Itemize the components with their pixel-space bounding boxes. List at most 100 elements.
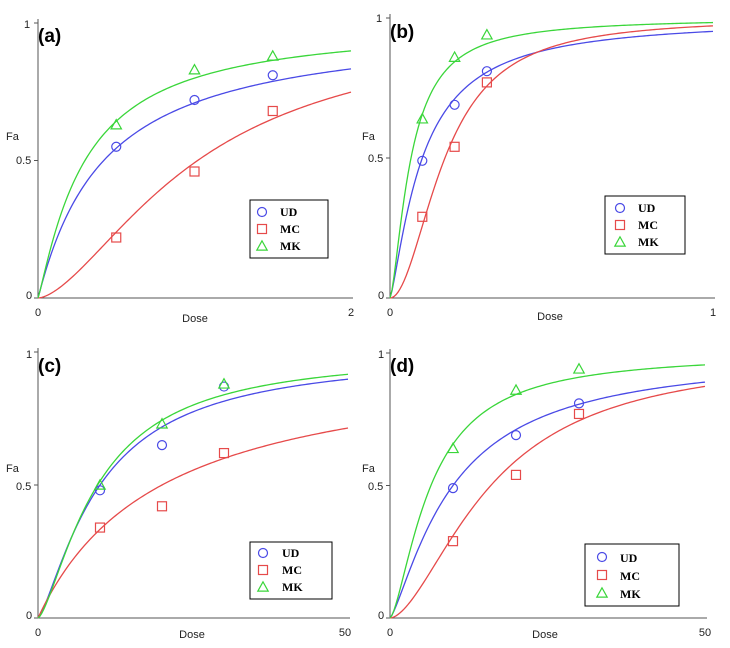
point-c-mk-3: [217, 377, 231, 389]
curve-d-mc: [389, 385, 706, 619]
y-axis-label-c: Fa: [6, 463, 20, 475]
legend-label-b-mc: MC: [638, 218, 658, 232]
legend-box-a: [249, 199, 329, 259]
x-tick-label-c-0: 0: [35, 627, 41, 639]
x-tick-label-c-max: 50: [339, 627, 351, 639]
x-axis-label-a: Dose: [182, 313, 208, 325]
plot-area-c: [34, 348, 350, 619]
legend-marker-b-ud: [614, 202, 626, 214]
point-a-mk-2: [188, 63, 201, 75]
point-c-ud-2: [156, 440, 168, 451]
legend-label-a-mc: MC: [280, 222, 300, 236]
point-d-ud-2: [510, 430, 522, 441]
y-axis-label-a: Fa: [6, 131, 20, 143]
legend-marker-c-mk: [256, 580, 270, 592]
legend-label-b-ud: UD: [638, 201, 656, 215]
curve-c-ud: [37, 378, 349, 619]
plot-area-b: [386, 14, 715, 299]
point-d-mc-2: [510, 469, 522, 480]
point-b-mk-2: [448, 50, 461, 62]
y-tick-label-b-1: 1: [376, 13, 382, 25]
plot-area-d: [386, 349, 707, 619]
y-tick-label-b-05: 0.5: [368, 153, 383, 165]
y-tick-label-c-1: 1: [26, 349, 32, 361]
legend-label-d-mc: MC: [620, 569, 640, 583]
panel-label-d: (d): [390, 356, 414, 377]
legend-label-c-mk: MK: [282, 580, 303, 594]
legend-label-d-mk: MK: [620, 587, 641, 601]
point-b-ud-1: [417, 155, 428, 166]
curve-b-ud: [389, 30, 714, 299]
curve-c-mk: [37, 373, 349, 619]
point-d-mc-3: [573, 408, 585, 420]
point-b-mk-1: [416, 112, 429, 124]
y-tick-label-d-05: 0.5: [368, 481, 383, 493]
legend-marker-b-mk: [613, 235, 627, 247]
point-a-mk-1: [110, 118, 123, 130]
point-d-mk-2: [509, 383, 523, 395]
legend-a: UD MC MK: [249, 199, 329, 259]
legend-marker-d-mc: [596, 569, 608, 581]
point-d-ud-3: [573, 398, 585, 409]
legend-b: UD MC MK: [604, 195, 686, 255]
legend-label-b-mk: MK: [638, 235, 659, 249]
legend-label-c-ud: UD: [282, 546, 300, 560]
point-b-ud-2: [449, 99, 460, 110]
point-d-ud-1: [447, 483, 459, 494]
y-tick-label-a-05: 0.5: [16, 155, 31, 167]
x-axis-label-d: Dose: [532, 629, 558, 641]
curve-a-ud: [37, 68, 352, 299]
x-tick-label-b-max: 1: [710, 307, 716, 319]
x-axis-label-c: Dose: [179, 629, 205, 641]
curve-d-ud: [389, 381, 706, 619]
point-a-ud-2: [189, 94, 200, 106]
point-c-mk-1: [93, 478, 107, 490]
legend-box-d: [584, 543, 680, 607]
x-tick-label-d-0: 0: [387, 627, 393, 639]
panel-label-b: (b): [390, 22, 414, 43]
y-tick-label-a-0: 0: [26, 290, 32, 302]
plot-area-a: [34, 19, 353, 299]
point-c-mc-3: [218, 447, 230, 459]
point-c-mc-1: [94, 522, 106, 533]
legend-c: UD MC MK: [249, 541, 333, 600]
y-tick-label-d-0: 0: [378, 610, 384, 622]
y-tick-label-b-0: 0: [378, 290, 384, 302]
legend-marker-a-mk: [255, 239, 269, 251]
legend-box-c: [249, 541, 333, 600]
point-a-mc-2: [189, 166, 200, 177]
legend-marker-a-mc: [256, 223, 268, 235]
point-a-mc-3: [267, 105, 278, 117]
x-tick-label-b-0: 0: [387, 307, 393, 319]
point-c-ud-1: [94, 485, 106, 496]
point-c-mc-2: [156, 501, 168, 512]
curve-b-mc: [389, 25, 714, 299]
x-axis-label-b: Dose: [537, 311, 563, 323]
legend-d: UD MC MK: [584, 543, 680, 607]
point-b-mc-2: [449, 141, 460, 152]
legend-label-d-ud: UD: [620, 551, 638, 565]
legend-label-a-mk: MK: [280, 239, 301, 253]
point-c-mk-2: [155, 417, 169, 429]
y-tick-label-c-0: 0: [26, 610, 32, 622]
legend-marker-a-ud: [256, 206, 268, 218]
y-tick-label-d-1: 1: [378, 349, 384, 361]
y-tick-label-a-1: 1: [24, 19, 30, 31]
point-d-mk-3: [572, 362, 586, 374]
curve-b-mk: [389, 21, 714, 299]
curve-c-mc: [37, 427, 349, 619]
point-a-ud-1: [111, 141, 122, 152]
legend-label-a-ud: UD: [280, 205, 298, 219]
point-d-mk-1: [446, 441, 460, 454]
x-tick-label-d-max: 50: [699, 627, 711, 639]
legend-marker-c-ud: [257, 547, 269, 559]
curve-a-mc: [37, 91, 352, 299]
panel-label-c: (c): [38, 356, 61, 377]
curve-a-mk: [37, 50, 352, 299]
legend-marker-b-mc: [614, 219, 626, 231]
y-axis-label-d: Fa: [362, 463, 376, 475]
point-b-mc-3: [481, 77, 492, 88]
x-tick-label-a-0: 0: [35, 307, 41, 319]
y-axis-label-b: Fa: [362, 131, 376, 143]
